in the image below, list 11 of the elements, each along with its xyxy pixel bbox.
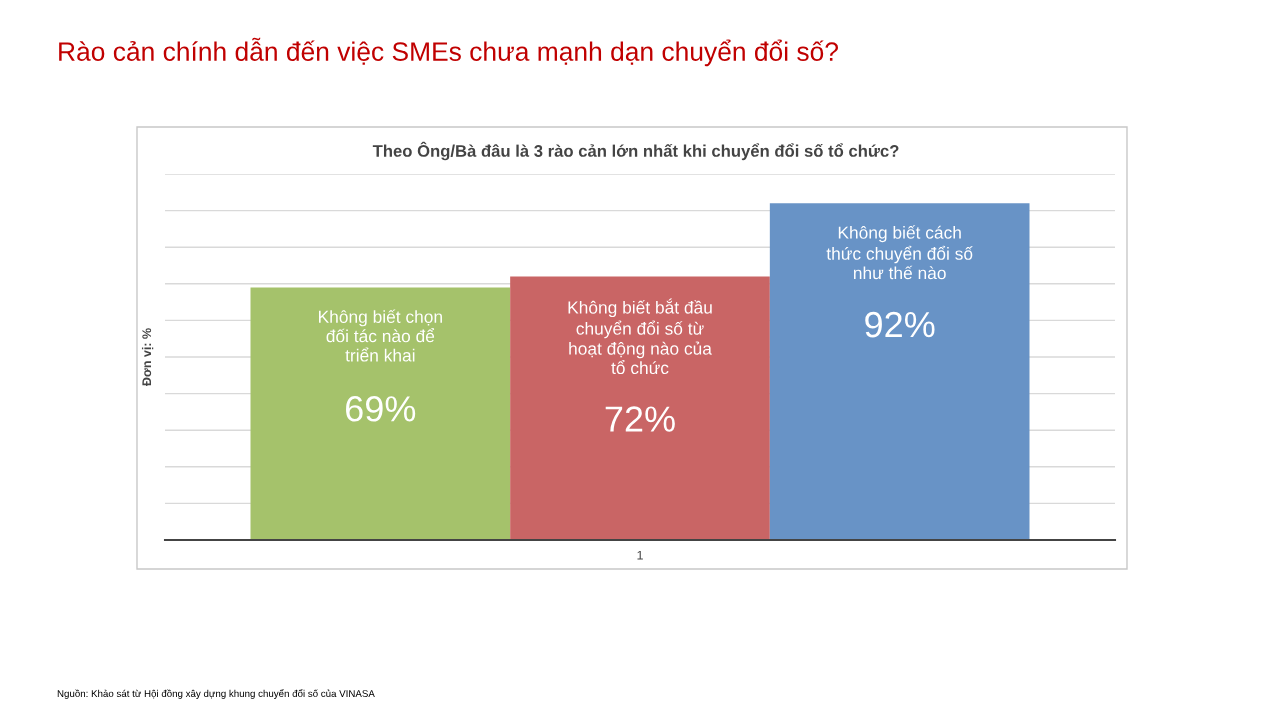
- y-axis-title: Đơn vị: %: [141, 328, 154, 387]
- text: Nguồn: Khảo sát từ Hội đồng xây dựng khung chuyển đổi số của VINASA: [57, 689, 375, 699]
- series-label: Không biết cách thức chuyển đổi số như thế nào: [826, 225, 973, 280]
- series-label: Không biết bắt đầu chuyển đổi số từ hoạt động nào của tổ chức: [568, 298, 712, 375]
- chart-subtitle: Theo Ông/Bà đâu là 3 rào cản lớn nhất khi chuyển đổi số tổ chức?: [372, 141, 899, 161]
- chart-title: Rào cản chính dẫn đến việc SMEs chưa mạnh dạn chuyển đổi số?: [59, 37, 838, 67]
- data-label: 72%: [605, 406, 675, 432]
- data-label: 69%: [346, 396, 416, 422]
- x-axis-title: 1: [637, 550, 643, 560]
- series-label: Không biết chọn đối tác nào để triển khai: [319, 309, 442, 362]
- data-label: 92%: [865, 311, 935, 338]
